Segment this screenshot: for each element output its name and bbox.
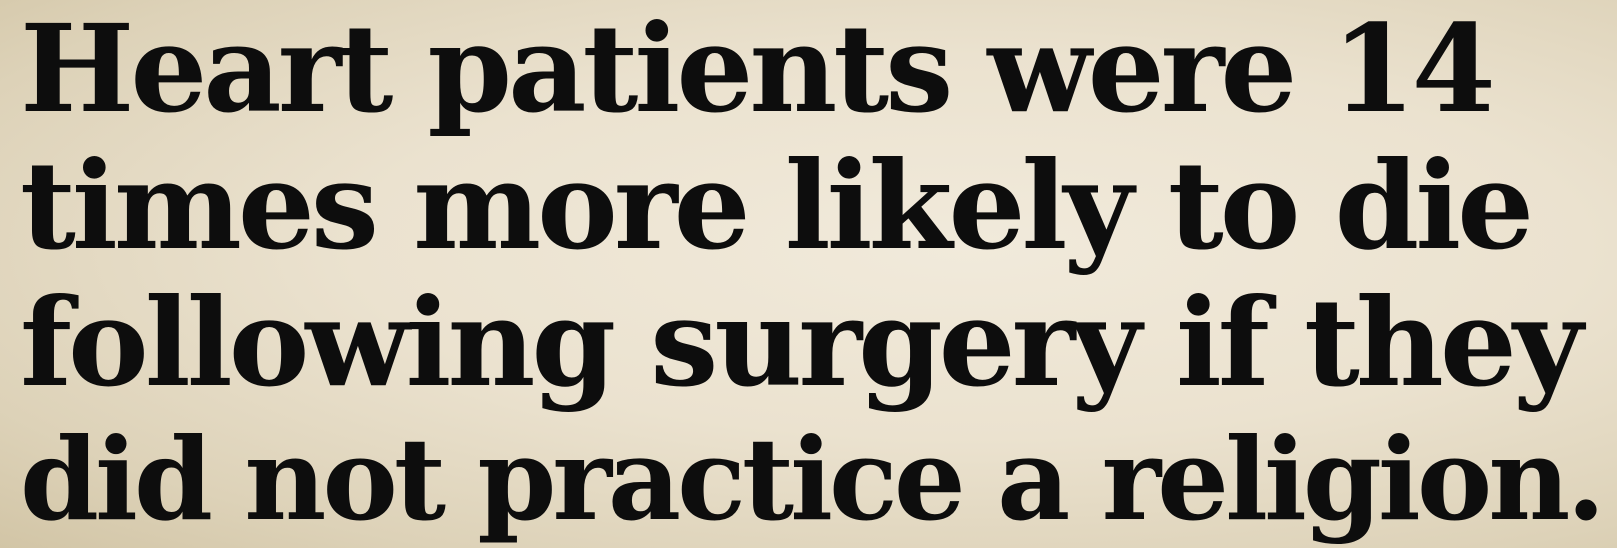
quote-text: Heart patients were 14 times more likely… <box>20 0 1610 548</box>
quote-line-1: Heart patients were 14 <box>20 0 1610 137</box>
quote-line-4: did not practice a religion. <box>20 411 1610 548</box>
quote-line-3: following surgery if they <box>20 274 1610 411</box>
quote-line-2: times more likely to die <box>20 137 1610 274</box>
